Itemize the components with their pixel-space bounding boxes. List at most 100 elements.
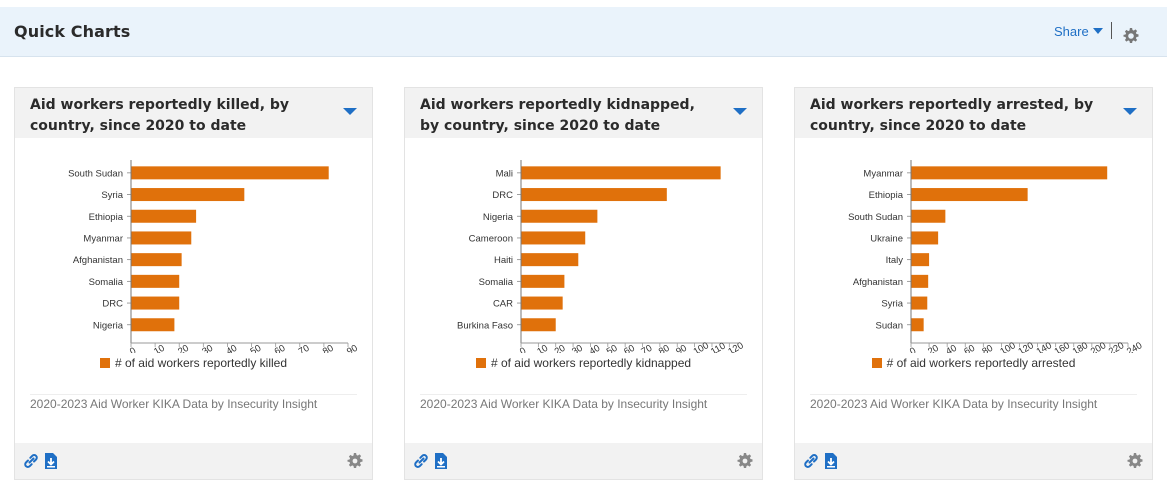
- card-header: Aid workers reportedly kidnapped, by cou…: [405, 88, 762, 138]
- divider: [30, 394, 357, 395]
- category-label: DRC: [492, 190, 513, 201]
- quick-charts-header: Quick Charts Share: [0, 7, 1167, 57]
- link-icon[interactable]: [413, 452, 429, 470]
- bar: [911, 296, 928, 310]
- card-footer: [405, 443, 762, 479]
- bar: [521, 253, 579, 267]
- card-title: Aid workers reportedly killed, by countr…: [30, 95, 330, 137]
- page-title: Quick Charts: [14, 22, 131, 41]
- link-icon[interactable]: [23, 452, 39, 470]
- card-header: Aid workers reportedly arrested, by coun…: [795, 88, 1152, 138]
- category-label: Syria: [101, 190, 123, 201]
- category-label: Somalia: [479, 277, 514, 288]
- share-button[interactable]: Share: [1054, 24, 1103, 39]
- download-icon[interactable]: [433, 452, 449, 470]
- card-menu-caret-down-icon[interactable]: [343, 108, 357, 115]
- tick-label: 50: [605, 343, 620, 353]
- bar: [911, 166, 1108, 180]
- category-label: Syria: [881, 299, 903, 310]
- bar: [911, 209, 946, 223]
- legend-label: # of aid workers reportedly killed: [114, 356, 288, 370]
- gear-icon[interactable]: [347, 453, 363, 469]
- card-title-line2: country, since 2020 to date: [810, 118, 1027, 134]
- plot-area: Myanmar Ethiopia South Sudan Ukraine Italy Af…: [848, 166, 1108, 332]
- divider: [810, 394, 1137, 395]
- chart-legend[interactable]: # of aid workers reportedly arrested: [795, 356, 1152, 370]
- tick-label: 30: [570, 343, 585, 353]
- category-label: Nigeria: [483, 212, 514, 223]
- category-label: Ethiopia: [89, 212, 124, 223]
- bar: [131, 166, 329, 180]
- category-label: Sudan: [876, 320, 903, 331]
- category-label: Nigeria: [93, 320, 124, 331]
- category-label: South Sudan: [68, 168, 123, 179]
- gear-icon[interactable]: [737, 453, 753, 469]
- bar-chart-killed: South Sudan Syria Ethiopia Myanmar Afghanist…: [68, 160, 360, 353]
- legend-label: # of aid workers reportedly kidnapped: [490, 356, 692, 370]
- card-menu-caret-down-icon[interactable]: [1123, 108, 1137, 115]
- bar: [131, 274, 180, 288]
- link-icon[interactable]: [803, 452, 819, 470]
- card-footer: [795, 443, 1152, 479]
- chart-legend[interactable]: # of aid workers reportedly killed: [15, 356, 372, 370]
- bar: [521, 318, 556, 332]
- bar: [911, 253, 930, 267]
- category-label: Mali: [496, 168, 513, 179]
- tick-label: 70: [640, 343, 655, 353]
- chart-source: 2020-2023 Aid Worker KIKA Data by Insecu…: [810, 397, 1098, 411]
- tick-label: 240: [1125, 340, 1144, 353]
- chart-legend[interactable]: # of aid workers reportedly kidnapped: [405, 356, 762, 370]
- card-header: Aid workers reportedly killed, by countr…: [15, 88, 372, 138]
- gear-icon[interactable]: [1127, 453, 1143, 469]
- card-menu-caret-down-icon[interactable]: [733, 108, 747, 115]
- legend-swatch: [475, 358, 486, 368]
- category-label: South Sudan: [848, 212, 903, 223]
- tick-label: 110: [709, 340, 728, 353]
- gear-icon[interactable]: [1123, 28, 1139, 44]
- category-label: Italy: [886, 255, 904, 266]
- tick-label: 0: [128, 345, 138, 353]
- caret-down-icon: [1092, 28, 1103, 34]
- bar: [131, 318, 175, 332]
- card-title-line1: Aid workers reportedly killed, by: [30, 97, 290, 113]
- tick-label: 140: [1035, 340, 1054, 353]
- category-label: DRC: [102, 299, 123, 310]
- tick-label: 40: [944, 343, 959, 353]
- tick-label: 70: [297, 343, 312, 353]
- header-divider: [1111, 22, 1112, 39]
- tick-label: 10: [535, 343, 550, 353]
- card-title-line2: by country, since 2020 to date: [420, 118, 661, 134]
- tick-label: 100: [998, 340, 1017, 353]
- category-label: Afghanistan: [73, 255, 123, 266]
- bar: [521, 296, 563, 310]
- tick-label: 60: [622, 343, 637, 353]
- bar: [911, 231, 939, 245]
- tick-label: 160: [1053, 340, 1072, 353]
- bar: [521, 274, 565, 288]
- tick-label: 200: [1089, 340, 1108, 353]
- tick-label: 180: [1071, 340, 1090, 353]
- card-title-line1: Aid workers reportedly arrested, by: [810, 97, 1094, 113]
- category-label: Cameroon: [469, 233, 513, 244]
- legend-swatch: [99, 358, 110, 368]
- legend-label: # of aid workers reportedly arrested: [886, 356, 1076, 370]
- bar: [521, 231, 586, 245]
- tick-label: 0: [518, 345, 528, 353]
- chart-card-kidnapped: Aid workers reportedly kidnapped, by cou…: [404, 87, 763, 480]
- tick-label: 80: [980, 343, 995, 353]
- bar: [911, 318, 924, 332]
- tick-label: 0: [908, 345, 918, 353]
- bar: [521, 188, 667, 202]
- bar: [131, 296, 180, 310]
- category-label: Haiti: [494, 255, 513, 266]
- tick-label: 100: [692, 340, 711, 353]
- category-label: Ethiopia: [869, 190, 904, 201]
- tick-label: 50: [249, 343, 264, 353]
- category-label: Myanmar: [863, 168, 903, 179]
- download-icon[interactable]: [43, 452, 59, 470]
- tick-label: 40: [587, 343, 602, 353]
- bar-chart-kidnapped: Mali DRC Nigeria Cameroon Haiti Somalia CAR Bur…: [457, 160, 746, 353]
- bar: [131, 253, 182, 267]
- bar: [521, 166, 721, 180]
- download-icon[interactable]: [823, 452, 839, 470]
